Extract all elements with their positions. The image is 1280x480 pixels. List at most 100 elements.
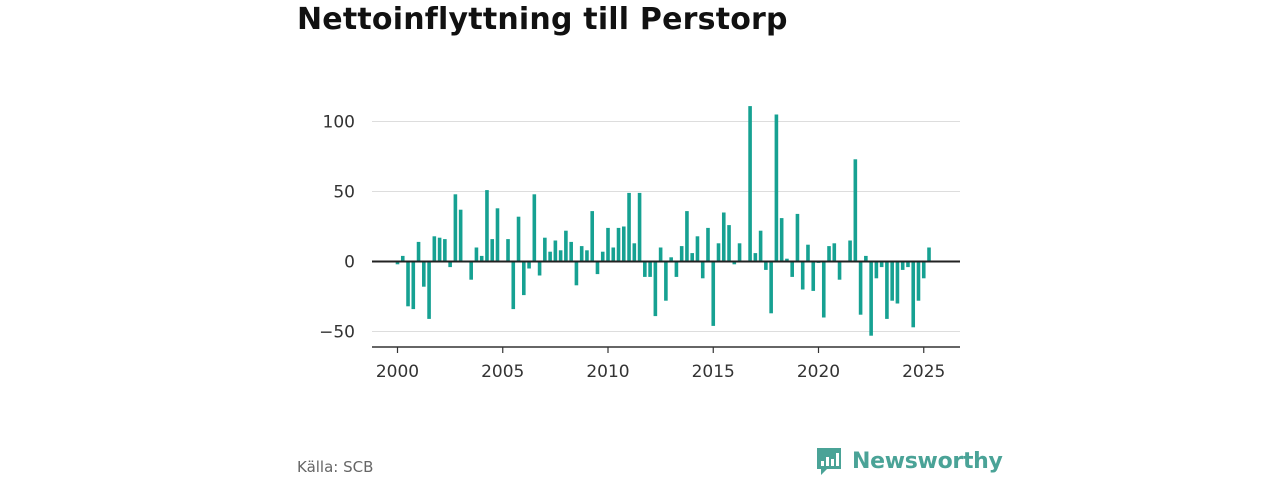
bar bbox=[458, 209, 463, 262]
bar bbox=[769, 261, 773, 314]
bar bbox=[443, 239, 447, 262]
y-tick-label: −50 bbox=[319, 323, 355, 343]
bar bbox=[606, 227, 610, 262]
y-tick-label: 100 bbox=[323, 113, 355, 133]
bar bbox=[543, 237, 547, 262]
bar bbox=[411, 261, 416, 310]
bar bbox=[616, 227, 621, 262]
bar bbox=[600, 251, 605, 262]
bar-chart: 100 50 0 −50 2000 2005 2010 2015 2020 2025 bbox=[319, 106, 960, 382]
bar bbox=[400, 255, 405, 262]
bar bbox=[758, 230, 763, 262]
x-tick-label: 2020 bbox=[797, 362, 840, 382]
bar bbox=[879, 261, 884, 268]
bar bbox=[832, 243, 837, 262]
bar bbox=[737, 243, 742, 262]
bar bbox=[727, 225, 731, 262]
bar bbox=[532, 194, 537, 262]
brand-name: Newsworthy bbox=[852, 448, 1003, 474]
bar bbox=[637, 192, 642, 262]
bar bbox=[900, 261, 905, 270]
x-axis-ticks: 2000 2005 2010 2015 2020 2025 bbox=[376, 347, 945, 382]
bar bbox=[664, 261, 668, 301]
bar bbox=[800, 261, 805, 290]
gridlines bbox=[372, 121, 960, 332]
x-tick-label: 2015 bbox=[692, 362, 735, 382]
bar bbox=[885, 261, 889, 319]
bar bbox=[869, 261, 873, 336]
bar bbox=[495, 208, 500, 262]
bar bbox=[795, 213, 800, 262]
bar bbox=[579, 246, 584, 262]
bar bbox=[827, 246, 831, 262]
bar bbox=[864, 255, 868, 262]
bar bbox=[453, 194, 458, 262]
bar bbox=[469, 261, 473, 280]
bar bbox=[811, 261, 816, 291]
bar bbox=[753, 253, 758, 262]
bar bbox=[522, 261, 526, 296]
bar bbox=[858, 261, 863, 315]
bar bbox=[490, 239, 495, 262]
bar bbox=[569, 241, 573, 262]
bar bbox=[548, 251, 552, 262]
bar bbox=[716, 243, 721, 262]
bar bbox=[648, 261, 652, 277]
bar bbox=[611, 247, 616, 262]
bar bbox=[779, 218, 784, 262]
source-note: Källa: SCB bbox=[297, 458, 374, 476]
x-tick-label: 2010 bbox=[586, 362, 629, 382]
bar bbox=[785, 258, 789, 262]
bar bbox=[422, 261, 426, 287]
bar bbox=[695, 236, 700, 262]
bar bbox=[658, 247, 663, 262]
bar bbox=[506, 239, 510, 262]
bar bbox=[537, 261, 542, 276]
bar bbox=[837, 261, 842, 280]
bar bbox=[485, 190, 489, 262]
bar bbox=[895, 261, 900, 304]
bar bbox=[669, 257, 673, 262]
bar bbox=[574, 261, 579, 286]
bar bbox=[590, 211, 595, 262]
chart-title: Nettoinflyttning till Perstorp bbox=[297, 2, 788, 37]
bar bbox=[674, 261, 679, 277]
bar bbox=[474, 247, 479, 262]
bar bbox=[395, 261, 400, 265]
bar bbox=[679, 246, 684, 262]
bar bbox=[774, 114, 779, 262]
bar-series bbox=[395, 106, 931, 336]
bar bbox=[927, 247, 931, 262]
y-axis-ticks: 100 50 0 −50 bbox=[319, 113, 355, 343]
bar bbox=[553, 240, 558, 262]
x-tick-label: 2025 bbox=[902, 362, 945, 382]
newsworthy-chart-logo-icon bbox=[817, 448, 841, 475]
bar bbox=[911, 261, 916, 328]
bar bbox=[853, 159, 858, 262]
bar bbox=[511, 261, 516, 310]
bar bbox=[685, 211, 689, 262]
x-tick-label: 2005 bbox=[481, 362, 524, 382]
bar bbox=[479, 255, 484, 262]
bar bbox=[874, 261, 879, 279]
bar bbox=[721, 212, 726, 262]
brand[interactable]: Newsworthy bbox=[815, 446, 1003, 476]
bar bbox=[732, 261, 737, 265]
bar bbox=[527, 261, 531, 269]
bar bbox=[643, 261, 647, 277]
bar bbox=[627, 192, 631, 262]
bar bbox=[690, 253, 694, 262]
bar bbox=[806, 244, 810, 262]
bar bbox=[748, 106, 752, 262]
bar bbox=[564, 230, 568, 262]
bar bbox=[406, 261, 410, 307]
bar bbox=[585, 250, 589, 262]
y-tick-label: 0 bbox=[344, 253, 355, 273]
bar bbox=[621, 226, 626, 262]
bar bbox=[790, 261, 794, 277]
bar bbox=[632, 243, 637, 262]
bar bbox=[427, 261, 431, 319]
bar bbox=[558, 250, 563, 262]
bar bbox=[706, 227, 710, 262]
y-tick-label: 50 bbox=[333, 183, 355, 203]
